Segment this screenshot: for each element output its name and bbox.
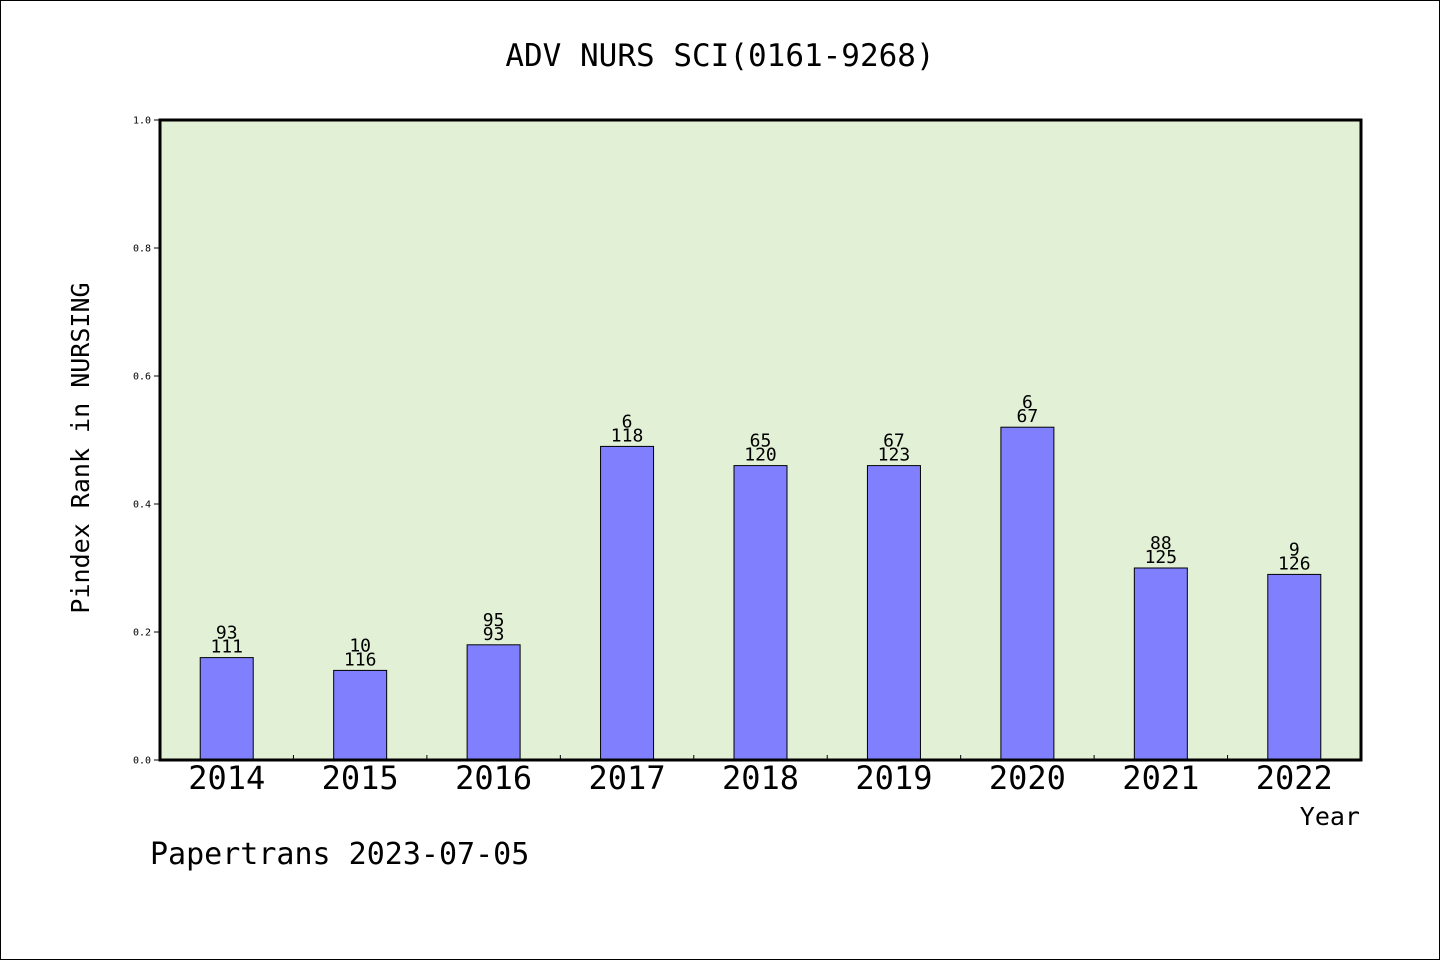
y-tick-label: 1.0 bbox=[133, 116, 151, 127]
data-label-bottom: 111 bbox=[210, 637, 243, 658]
y-tick-label: 0.2 bbox=[133, 628, 151, 639]
bar-2015 bbox=[333, 669, 388, 761]
data-label-bottom: 126 bbox=[1278, 553, 1311, 574]
data-label-top: 95 bbox=[483, 610, 505, 631]
x-tick-label: 2021 bbox=[1122, 759, 1199, 797]
data-label-top: 10 bbox=[349, 635, 371, 656]
bar-2021 bbox=[1133, 567, 1188, 761]
y-tick-label: 0.6 bbox=[133, 372, 151, 383]
data-label-bottom: 93 bbox=[483, 624, 505, 645]
data-label-top: 65 bbox=[750, 431, 772, 452]
chart-title: ADV NURS SCI(0161-9268) bbox=[505, 38, 934, 74]
data-label-bottom: 123 bbox=[878, 445, 911, 466]
x-tick-label: 2017 bbox=[589, 759, 666, 797]
x-tick-label: 2019 bbox=[855, 759, 932, 797]
x-axis-label: Year bbox=[1300, 802, 1360, 831]
y-tick-label: 0.8 bbox=[133, 244, 151, 255]
x-tick-label: 2018 bbox=[722, 759, 799, 797]
data-label-bottom: 116 bbox=[344, 649, 377, 670]
data-label-top: 6 bbox=[622, 411, 633, 432]
data-label-bottom: 118 bbox=[611, 425, 644, 446]
data-label-top: 6 bbox=[1022, 392, 1033, 413]
bar-2018 bbox=[733, 465, 788, 761]
data-label-bottom: 120 bbox=[744, 445, 777, 466]
x-tick-label: 2014 bbox=[188, 759, 265, 797]
data-label-top: 9 bbox=[1289, 539, 1300, 560]
plot-border bbox=[158, 118, 1363, 762]
bar-2022 bbox=[1267, 573, 1322, 761]
data-label-bottom: 125 bbox=[1145, 547, 1178, 568]
bar-2016 bbox=[466, 644, 521, 761]
footer-credit: Papertrans 2023-07-05 bbox=[150, 837, 529, 872]
bar-2019 bbox=[866, 465, 921, 761]
data-label-top: 93 bbox=[216, 623, 238, 644]
data-label-bottom: 67 bbox=[1017, 406, 1039, 427]
y-tick-label: 0.4 bbox=[133, 500, 151, 511]
y-axis-label: Pindex Rank in NURSING bbox=[66, 282, 95, 613]
x-tick-label: 2020 bbox=[989, 759, 1066, 797]
x-tick-label: 2015 bbox=[322, 759, 399, 797]
bar-2014 bbox=[199, 657, 254, 761]
data-label-top: 88 bbox=[1150, 533, 1172, 554]
bar-2020 bbox=[1000, 426, 1055, 761]
x-tick-label: 2016 bbox=[455, 759, 532, 797]
data-label-top: 67 bbox=[883, 431, 905, 452]
y-tick-label: 0.0 bbox=[133, 756, 151, 767]
bar-2017 bbox=[600, 445, 655, 761]
x-tick-label: 2022 bbox=[1256, 759, 1333, 797]
